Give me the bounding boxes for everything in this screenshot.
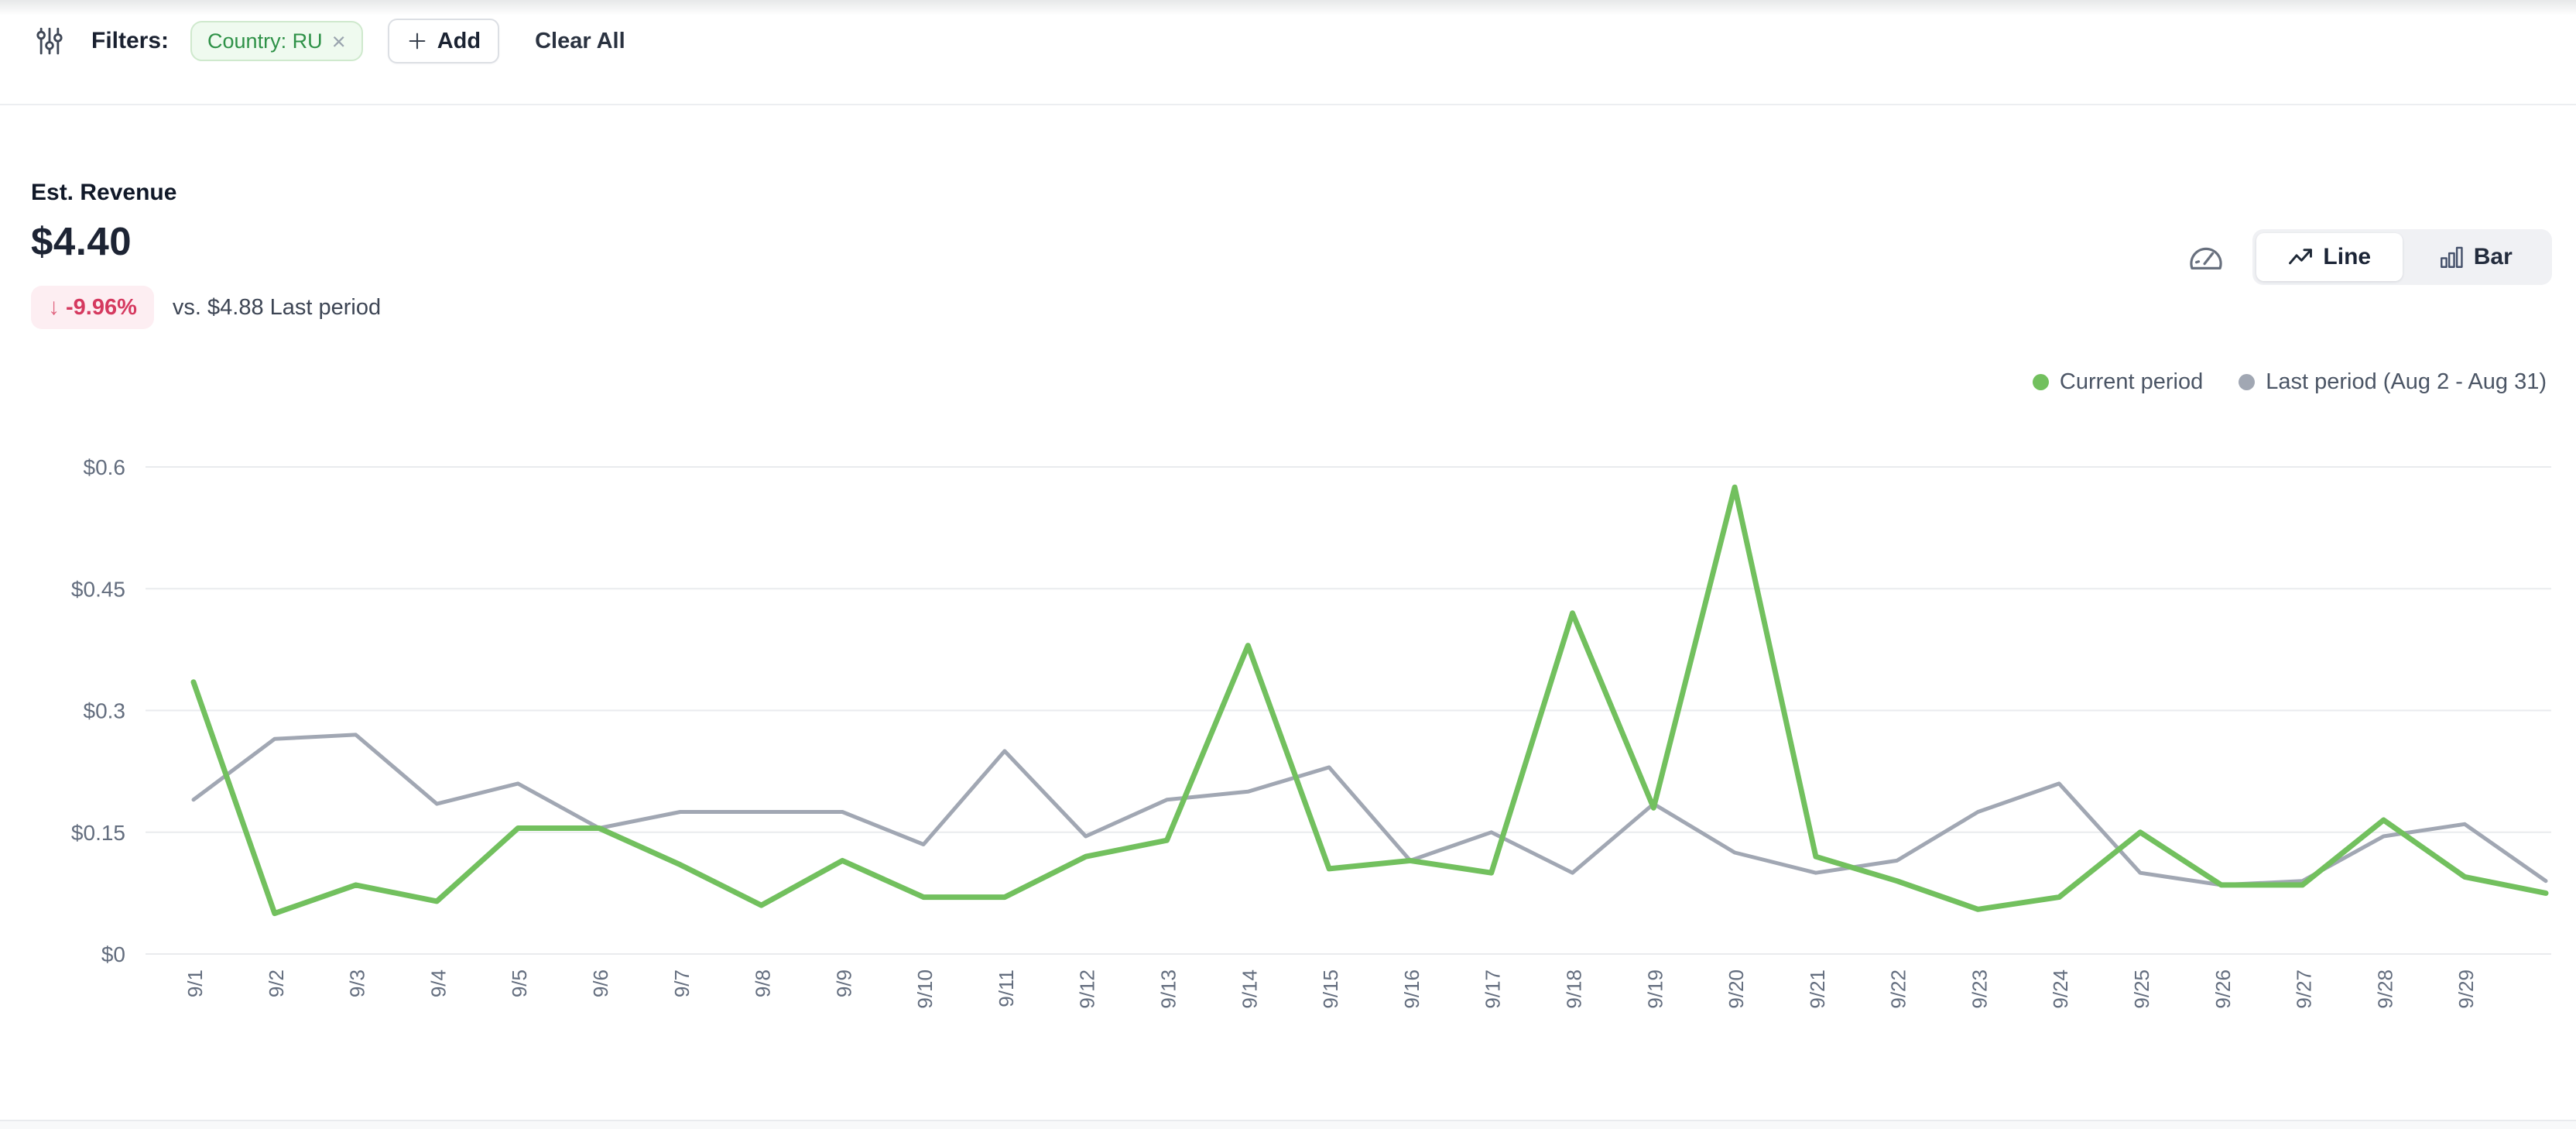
svg-text:9/17: 9/17 [1482,969,1505,1009]
svg-text:9/19: 9/19 [1643,969,1667,1009]
svg-text:$0.6: $0.6 [84,455,126,479]
metric-title: Est. Revenue [31,180,177,205]
svg-text:9/7: 9/7 [670,969,694,997]
svg-text:9/27: 9/27 [2293,969,2316,1009]
svg-text:9/11: 9/11 [995,969,1018,1007]
svg-text:9/2: 9/2 [265,969,288,997]
clear-all-button[interactable]: Clear All [535,28,625,53]
svg-text:9/14: 9/14 [1238,969,1261,1009]
svg-text:$0.3: $0.3 [84,699,126,723]
legend-label-last: Last period (Aug 2 - Aug 31) [2266,369,2547,394]
top-gradient [0,0,2576,15]
next-section-edge [0,1120,2576,1129]
revenue-chart-area[interactable]: $0.6 $0.45 $0.3 $0.15 $0 9/1 9/2 9/3 9/4 9/5 9/6 9/… [0,418,2576,1053]
svg-text:9/3: 9/3 [346,969,369,997]
toggle-bar-label: Bar [2473,244,2513,269]
svg-text:9/8: 9/8 [752,969,775,997]
gauge-icon [2188,242,2224,273]
svg-text:9/6: 9/6 [589,969,612,997]
legend-item-last: Last period (Aug 2 - Aug 31) [2239,369,2547,395]
current-period-dot [2032,374,2049,390]
metric-block: Est. Revenue $4.40 ↓ -9.96% vs. $4.88 La… [31,180,381,329]
svg-text:9/24: 9/24 [2049,969,2072,1009]
comparison-text: vs. $4.88 Last period [172,294,382,320]
legend-item-current: Current period [2032,369,2204,395]
revenue-chart: $0.6 $0.45 $0.3 $0.15 $0 9/1 9/2 9/3 9/4 9/5 9/6 9/… [71,455,2551,1009]
last-period-dot [2239,374,2256,390]
toggle-line-button[interactable]: Line [2256,233,2403,281]
svg-text:9/16: 9/16 [1400,969,1423,1009]
gauge-button[interactable] [2186,240,2226,276]
down-arrow-icon: ↓ [48,294,60,320]
svg-text:9/18: 9/18 [1562,969,1585,1009]
metric-value: $4.40 [31,219,132,263]
svg-text:$0.45: $0.45 [71,577,125,601]
svg-text:9/9: 9/9 [832,969,855,997]
svg-text:9/26: 9/26 [2211,969,2235,1009]
svg-text:9/25: 9/25 [2130,969,2153,1009]
chip-remove-icon[interactable]: × [331,27,346,55]
bar-chart-icon [2438,244,2465,270]
plus-icon [406,30,428,52]
svg-text:9/5: 9/5 [508,969,531,997]
svg-text:9/12: 9/12 [1076,969,1099,1009]
svg-text:9/20: 9/20 [1725,969,1748,1009]
svg-text:9/23: 9/23 [1968,969,1991,1009]
svg-text:9/22: 9/22 [1887,969,1910,1009]
svg-text:9/13: 9/13 [1157,969,1180,1009]
chart-legend: Current period Last period (Aug 2 - Aug … [1997,369,2547,395]
filter-chip-country[interactable]: Country: RU × [190,21,363,61]
svg-text:9/21: 9/21 [1806,969,1829,1009]
legend-label-current: Current period [2059,369,2204,394]
svg-text:9/28: 9/28 [2373,969,2396,1009]
change-percent: -9.96% [66,294,137,320]
svg-text:$0.15: $0.15 [71,821,125,845]
toggle-bar-button[interactable]: Bar [2403,233,2549,281]
section-divider [0,104,2576,105]
chart-type-toggle: Line Bar [2252,229,2552,285]
svg-text:$0: $0 [101,942,125,966]
toggle-line-label: Line [2323,244,2372,269]
svg-text:9/1: 9/1 [183,969,207,997]
add-filter-button[interactable]: Add [387,19,500,63]
svg-text:9/4: 9/4 [426,969,450,997]
svg-text:9/15: 9/15 [1319,969,1342,1009]
filter-chip-text: Country: RU [207,29,323,53]
svg-text:9/10: 9/10 [913,969,937,1009]
svg-text:9/29: 9/29 [2454,969,2478,1009]
change-badge: ↓ -9.96% [31,286,154,329]
trend-line-icon [2287,244,2314,270]
add-button-label: Add [437,28,481,53]
filters-bar: Filters: Country: RU × Add Clear All [34,15,625,67]
filters-label: Filters: [91,28,170,53]
filter-sliders-icon [34,26,65,57]
